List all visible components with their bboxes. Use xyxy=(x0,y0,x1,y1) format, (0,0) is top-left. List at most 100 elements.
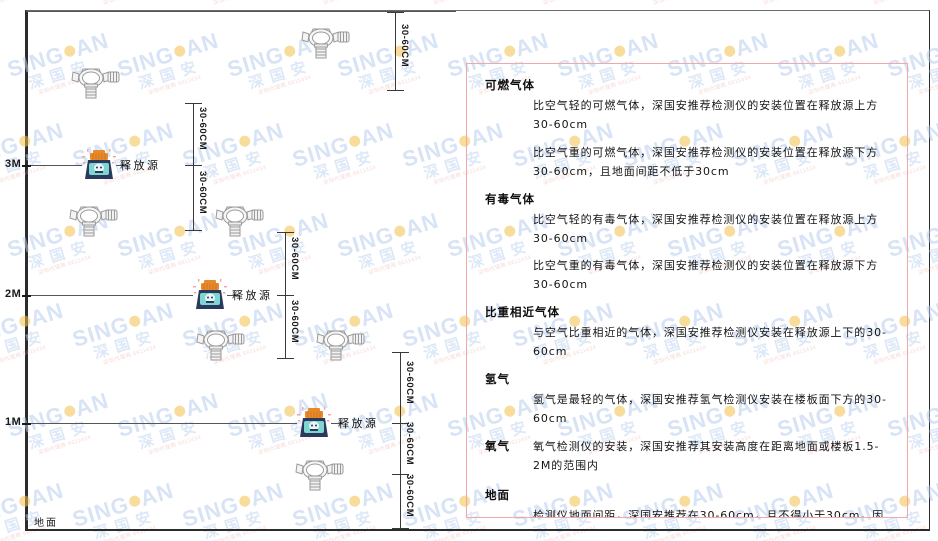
watermark-cn: 深国安 xyxy=(202,0,292,3)
watermark-cn: 深国安 xyxy=(752,0,842,3)
dim-g-line xyxy=(400,474,401,528)
dim-g-cap-top xyxy=(392,474,409,475)
release-source-icon xyxy=(193,279,227,309)
dim-top-cap-bottom xyxy=(387,90,404,91)
info-section-title-4: 氧气 xyxy=(485,438,510,453)
info-section-2: 比重相近气体与空气比重相近的气体，深国安推荐检测仪安装在释放源上下的30-60c… xyxy=(481,304,895,362)
detector-7 xyxy=(290,452,346,501)
source-1m-lead-line-right xyxy=(331,423,343,424)
dim-e-line xyxy=(400,352,401,423)
detector-5 xyxy=(191,322,247,371)
dim-d-label: 30-60CM xyxy=(289,299,300,343)
watermark-sub: 深圳代理商 6611434 xyxy=(103,0,184,7)
source-2m-lead-line-right xyxy=(227,295,239,296)
info-paragraph-0-1: 比空气重的可燃气体，深国安推荐检测仪的安装位置在释放源下方30-60cm，且地面… xyxy=(533,145,879,178)
detector-6 xyxy=(311,322,367,371)
dim-d-cap-top xyxy=(277,295,294,296)
axis-tick-mark xyxy=(22,295,31,297)
source-1m-lead-line xyxy=(26,423,297,424)
source-1m-label: 释放源 xyxy=(338,418,379,430)
info-section-body-2: 与空气比重相近的气体，深国安推荐检测仪安装在释放源上下的30-60cm xyxy=(533,324,895,362)
info-section-3: 氢气氢气是最轻的气体，深国安推荐氢气检测仪安装在楼板面下方的30-60cm xyxy=(481,371,895,429)
ground-line xyxy=(26,529,928,531)
source-3m-label: 释放源 xyxy=(120,160,161,172)
watermark-sub: 深圳代理商 6611434 xyxy=(653,0,734,7)
gas-detector-icon xyxy=(215,206,264,237)
info-paragraph-4-0: 氧气检测仪的安装，深国安推荐其安装高度在距离地面或楼板1.5-2M的范围内 xyxy=(533,439,880,472)
info-section-title-0: 可燃气体 xyxy=(485,78,535,92)
dim-top-cap-top xyxy=(387,12,404,13)
dim-b-line xyxy=(193,165,194,230)
dim-d-cap-bottom xyxy=(277,358,294,359)
gas-detector-icon xyxy=(316,330,365,361)
dim-g-label: 30-60CM xyxy=(404,474,415,518)
dim-c-line xyxy=(285,232,286,295)
axis-tick-mark xyxy=(22,423,31,425)
ground-label: 地面 xyxy=(34,518,58,529)
info-section-body-3: 氢气是最轻的气体，深国安推荐氢气检测仪安装在楼板面下方的30-60cm xyxy=(533,391,895,429)
dim-a-line xyxy=(193,103,194,165)
watermark-sub: 深圳代理商 6611434 xyxy=(323,0,404,7)
source-1m xyxy=(297,406,331,445)
info-section-body-5: 检测仪地面间距，深国安推荐在30-60cm，且不得小于30cm，因为过低容易水溅… xyxy=(533,507,895,518)
watermark-sub: 深圳代理商 6611434 xyxy=(213,0,294,7)
watermark-sub: 深圳代理商 6611434 xyxy=(873,0,938,7)
info-paragraph-1-1: 比空气重的有毒气体，深国安推荐检测仪的安装位置在释放源下方30-60cm xyxy=(533,259,879,292)
watermark-cn: 深国安 xyxy=(642,0,732,3)
info-section-1: 有毒气体比空气轻的有毒气体，深国安推荐检测仪的安装位置在释放源上方30-60cm… xyxy=(481,191,895,296)
watermark-cn: 深国安 xyxy=(312,0,402,3)
info-paragraph-3-0: 氢气是最轻的气体，深国安推荐氢气检测仪安装在楼板面下方的30-60cm xyxy=(533,393,887,425)
axis-tick-mark xyxy=(22,165,31,167)
info-section-body-4: 氧气检测仪的安装，深国安推荐其安装高度在距离地面或楼板1.5-2M的范围内 xyxy=(533,438,895,476)
detector-3 xyxy=(64,198,120,247)
detector-2 xyxy=(296,20,352,69)
source-2m-label: 释放源 xyxy=(232,290,273,302)
dim-d-line xyxy=(285,295,286,358)
watermark-cn: 深国安 xyxy=(532,0,622,3)
source-3m-lead-line-right xyxy=(116,165,128,166)
axis-tick-label-3m: 3M xyxy=(5,158,22,170)
source-3m-lead-line xyxy=(26,165,82,166)
info-paragraph-2-0: 与空气比重相近的气体，深国安推荐检测仪安装在释放源上下的30-60cm xyxy=(533,326,887,359)
gas-detector-icon xyxy=(196,330,245,361)
info-section-title-2: 比重相近气体 xyxy=(485,305,560,320)
dim-e-label: 30-60CM xyxy=(404,360,415,404)
info-paragraph-5-0: 检测仪地面间距，深国安推荐在30-60cm，且不得小于30cm，因为过低容易水溅… xyxy=(533,508,885,518)
info-section-5: 地面检测仪地面间距，深国安推荐在30-60cm，且不得小于30cm，因为过低容易… xyxy=(481,487,895,518)
watermark-cn: 深国安 xyxy=(0,0,71,3)
axis-tick-label-1m: 1M xyxy=(5,416,22,428)
dim-b-cap-top xyxy=(185,165,202,166)
info-paragraph-1-0: 比空气轻的有毒气体，深国安推荐检测仪的安装位置在释放源上方30-60cm xyxy=(533,212,879,245)
dim-b-cap-bottom xyxy=(185,230,202,231)
gas-detector-icon xyxy=(301,28,350,59)
source-3m xyxy=(82,148,116,187)
dim-a-cap-top xyxy=(185,103,202,104)
source-2m-lead-line xyxy=(26,295,193,296)
watermark-sub: 深圳代理商 6611434 xyxy=(763,0,844,7)
info-paragraph-0-0: 比空气轻的可燃气体，深国安推荐检测仪的安装位置在释放源上方30-60cm xyxy=(533,99,879,131)
info-section-title-1: 有毒气体 xyxy=(485,191,535,206)
watermark-cn: 深国安 xyxy=(92,0,182,3)
dim-b-label: 30-60CM xyxy=(197,170,208,214)
dim-top-label: 30-60CM xyxy=(399,24,410,68)
watermark-sub: 深圳代理商 6611434 xyxy=(0,0,73,7)
info-section-0: 可燃气体比空气轻的可燃气体，深国安推荐检测仪的安装位置在释放源上方30-60cm… xyxy=(481,77,895,182)
dim-g-cap-bottom xyxy=(392,528,409,529)
axis-tick-label-2m: 2M xyxy=(5,288,22,300)
gas-detector-icon xyxy=(69,206,118,237)
info-section-title-3: 氢气 xyxy=(485,372,510,387)
info-panel: 可燃气体比空气轻的可燃气体，深国安推荐检测仪的安装位置在释放源上方30-60cm… xyxy=(466,63,908,518)
dim-f-cap-top xyxy=(392,423,409,424)
info-section-body-0: 比空气轻的可燃气体，深国安推荐检测仪的安装位置在释放源上方30-60cm 比空气重… xyxy=(533,97,895,182)
detector-4 xyxy=(210,198,266,247)
release-source-icon xyxy=(82,149,116,179)
watermark-sub: 深圳代理商 6611434 xyxy=(543,0,624,7)
dim-c-cap-top xyxy=(277,232,294,233)
dim-top-line xyxy=(395,12,396,90)
dim-f-label: 30-60CM xyxy=(404,421,415,465)
release-source-icon xyxy=(297,407,331,437)
watermark-sub: 深圳代理商 6611434 xyxy=(433,0,514,7)
ceiling-line xyxy=(26,11,456,12)
info-section-title-5: 地面 xyxy=(485,487,510,502)
